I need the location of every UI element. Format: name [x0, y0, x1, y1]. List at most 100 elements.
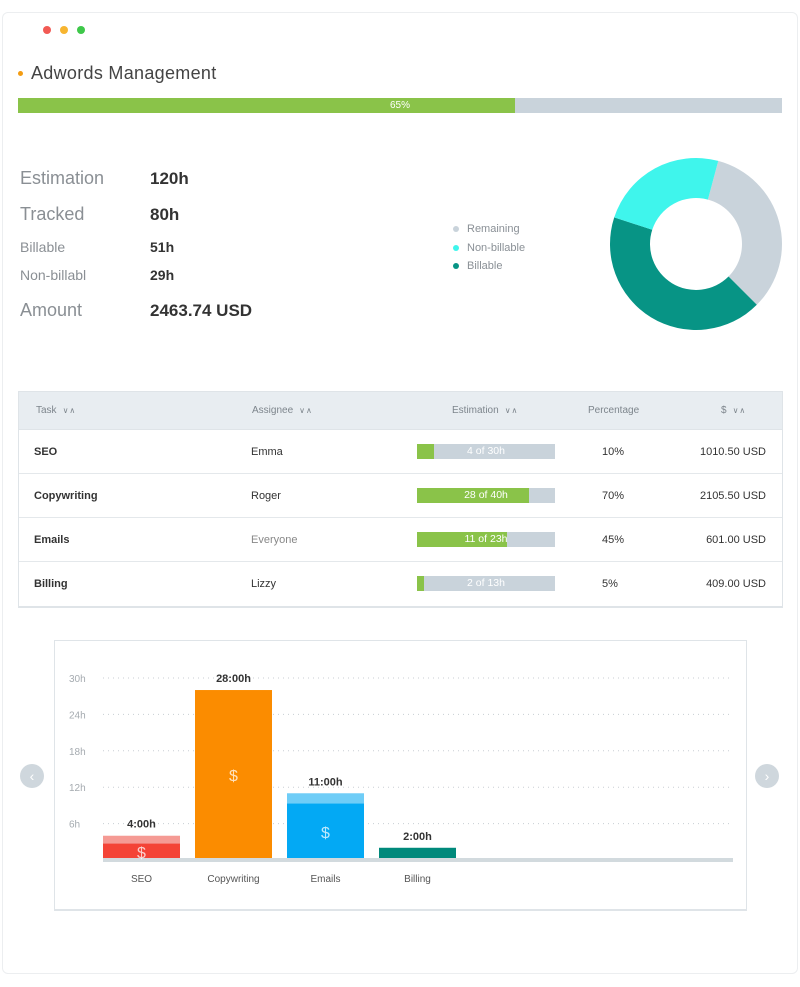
- table-row[interactable]: SEO Emma 4 of 30h 10% 1010.50 USD: [19, 430, 782, 474]
- chevron-left-icon: ‹: [29, 768, 35, 784]
- task-amount: 601.00 USD: [706, 534, 766, 546]
- estimation-fill: [417, 444, 434, 459]
- chevron-right-icon: ›: [764, 768, 770, 784]
- bar-billable-copywriting[interactable]: [195, 690, 272, 858]
- billable-label: Billable: [20, 239, 66, 255]
- task-percentage: 45%: [602, 534, 625, 546]
- y-tick-label: 12h: [69, 783, 86, 794]
- x-category-label: SEO: [131, 874, 152, 885]
- estimation-fill: [417, 488, 529, 503]
- legend-dot-icon: [453, 226, 459, 233]
- sort-arrows-icon[interactable]: ∨∧: [732, 406, 747, 415]
- bar-chart-svg: 6h 12h 18h 24h 30h 4:00h $ SEO 28:00h $ Copywritin…: [69, 673, 733, 885]
- sort-arrows-icon[interactable]: ∨∧: [299, 406, 313, 415]
- legend-item: Remaining: [453, 220, 525, 239]
- donut-segment-billable: [610, 217, 757, 330]
- legend-dot-icon: [453, 244, 459, 251]
- estimation-bar: 4 of 30h: [417, 444, 555, 459]
- minimize-window-icon[interactable]: [60, 26, 68, 34]
- x-category-label: Copywriting: [207, 874, 259, 885]
- legend-dot-icon: [453, 263, 459, 270]
- table-row[interactable]: Emails Everyone 11 of 23h 45% 601.00 USD: [19, 518, 782, 562]
- task-table: Task ∨∧ Assignee ∨∧ Estimation ∨∧ Percentag…: [18, 391, 783, 608]
- task-amount: 2105.50 USD: [699, 490, 766, 502]
- task-assignee: Lizzy: [251, 578, 277, 590]
- maximize-window-icon[interactable]: [77, 26, 85, 34]
- legend-label: Billable: [467, 260, 503, 273]
- bar-billable-emails[interactable]: [287, 803, 364, 858]
- task-percentage: 5%: [602, 578, 618, 590]
- donut-segment-remaining: [707, 160, 782, 305]
- billable-value: 51h: [150, 239, 175, 255]
- project-title: Adwords Management: [18, 63, 217, 84]
- y-tick-label: 30h: [69, 674, 86, 685]
- sort-arrows-icon[interactable]: ∨∧: [62, 406, 77, 415]
- header-percentage-label: Percentage: [588, 405, 640, 416]
- hours-donut-chart: [610, 158, 782, 330]
- x-axis-baseline: [103, 858, 733, 862]
- estimation-label: 28 of 40h: [464, 489, 508, 501]
- header-amount-label: $: [721, 405, 727, 416]
- header-estimation[interactable]: Estimation ∨∧: [452, 392, 518, 430]
- window-controls: [43, 26, 85, 34]
- legend-item: Non-billable: [453, 239, 525, 258]
- x-category-label: Billing: [404, 874, 431, 885]
- donut-legend: Remaining Non-billable Billable: [453, 220, 525, 276]
- table-row[interactable]: Copywriting Roger 28 of 40h 70% 2105.50 USD: [19, 474, 782, 518]
- task-name[interactable]: Emails: [34, 534, 70, 546]
- y-tick-label: 24h: [69, 710, 86, 721]
- legend-label: Non-billable: [467, 241, 526, 254]
- chart-next-button[interactable]: ›: [755, 764, 779, 788]
- estimation-bar: 2 of 13h: [417, 576, 555, 591]
- dollar-icon: $: [321, 825, 330, 842]
- header-percentage[interactable]: Percentage: [588, 392, 639, 430]
- bar-value-label: 11:00h: [308, 776, 343, 788]
- project-progress-bar: 65%: [18, 98, 782, 113]
- task-hours-chart: 6h 12h 18h 24h 30h 4:00h $ SEO 28:00h $ Copywritin…: [54, 640, 747, 911]
- y-tick-label: 18h: [69, 747, 86, 758]
- task-assignee: Emma: [251, 446, 283, 458]
- table-row[interactable]: Billing Lizzy 2 of 13h 5% 409.00 USD: [19, 562, 782, 606]
- amount-label: Amount: [20, 300, 83, 320]
- bar-billable-seo[interactable]: [103, 843, 180, 858]
- amount-value: 2463.74 USD: [150, 301, 253, 320]
- estimation-bar: 11 of 23h: [417, 532, 555, 547]
- task-amount: 409.00 USD: [706, 578, 766, 590]
- bar-value-label: 28:00h: [216, 673, 251, 685]
- project-progress-label: 65%: [389, 100, 410, 111]
- legend-item: Billable: [453, 257, 525, 276]
- estimation-label: Estimation: [20, 168, 105, 188]
- task-name[interactable]: Billing: [34, 578, 68, 590]
- nonbillable-value: 29h: [150, 267, 175, 283]
- project-title-text: Adwords Management: [31, 63, 217, 83]
- donut-segment-non-billable: [614, 158, 719, 230]
- estimation-fill: [417, 532, 507, 547]
- nonbillable-label: Non-billabl: [20, 267, 87, 283]
- y-tick-label: 6h: [69, 820, 80, 831]
- chart-prev-button[interactable]: ‹: [20, 764, 44, 788]
- estimation-label: 2 of 13h: [467, 577, 505, 589]
- header-assignee-label: Assignee: [252, 405, 294, 416]
- header-amount[interactable]: $ ∨∧: [721, 392, 746, 430]
- estimation-fill: [417, 576, 424, 591]
- task-assignee: Roger: [251, 490, 281, 502]
- bar-value-label: 4:00h: [127, 819, 156, 831]
- task-percentage: 70%: [602, 490, 625, 502]
- estimation-label: 4 of 30h: [467, 445, 505, 457]
- task-name[interactable]: Copywriting: [34, 490, 98, 502]
- tracked-label: Tracked: [20, 204, 85, 224]
- dollar-icon: $: [229, 768, 238, 785]
- estimation-bar: 28 of 40h: [417, 488, 555, 503]
- estimation-value: 120h: [150, 169, 189, 188]
- task-assignee: Everyone: [251, 534, 298, 546]
- estimation-label: 11 of 23h: [464, 533, 508, 545]
- close-window-icon[interactable]: [43, 26, 51, 34]
- project-progress-fill: [18, 98, 515, 113]
- header-task[interactable]: Task ∨∧: [36, 392, 76, 430]
- task-percentage: 10%: [602, 446, 625, 458]
- header-estimation-label: Estimation: [452, 405, 499, 416]
- sort-arrows-icon[interactable]: ∨∧: [504, 406, 519, 415]
- task-name[interactable]: SEO: [34, 446, 58, 458]
- bar-billable-billing[interactable]: [379, 847, 456, 858]
- header-assignee[interactable]: Assignee ∨∧: [252, 392, 313, 430]
